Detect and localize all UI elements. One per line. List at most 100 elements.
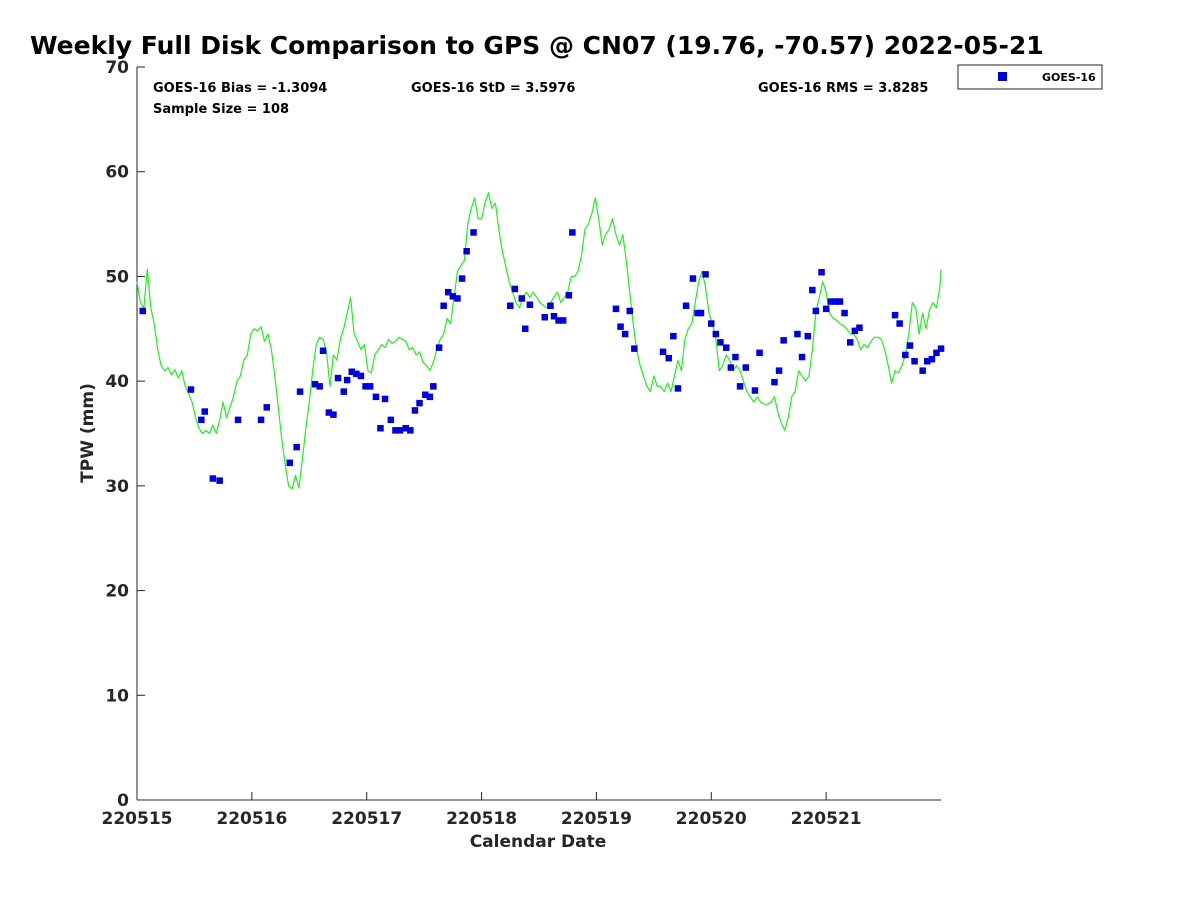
goes16-point bbox=[924, 358, 931, 365]
x-tick-label: 220515 bbox=[102, 809, 173, 829]
goes16-point bbox=[555, 317, 562, 324]
goes16-point bbox=[411, 407, 419, 414]
goes16-point bbox=[689, 275, 697, 282]
y-axis-label: TPW (mm) bbox=[78, 383, 98, 483]
y-tick-label: 60 bbox=[105, 163, 129, 183]
goes16-point bbox=[311, 381, 319, 388]
goes16-point bbox=[732, 353, 739, 361]
goes16-point bbox=[353, 370, 360, 378]
x-tick-label: 220521 bbox=[791, 809, 862, 829]
goes16-point bbox=[742, 364, 749, 371]
goes16-point bbox=[263, 404, 270, 411]
stat-rms: GOES-16 RMS = 3.8285 bbox=[758, 81, 928, 96]
goes16-point bbox=[445, 288, 452, 296]
goes16-point bbox=[717, 339, 724, 346]
goes16-point bbox=[621, 330, 629, 338]
goes16-point bbox=[422, 391, 429, 398]
goes16-point bbox=[362, 383, 369, 390]
goes16-point bbox=[139, 307, 146, 315]
gps-line bbox=[136, 192, 942, 490]
goes16-series bbox=[139, 229, 945, 484]
goes16-point bbox=[470, 229, 477, 236]
goes16-point bbox=[209, 475, 217, 482]
goes16-point bbox=[659, 348, 667, 356]
goes16-point bbox=[416, 399, 423, 407]
goes16-point bbox=[426, 393, 434, 401]
goes16-point bbox=[435, 344, 443, 351]
goes16-point bbox=[775, 367, 783, 374]
goes16-point bbox=[697, 309, 705, 317]
goes16-point bbox=[712, 330, 720, 338]
goes16-point bbox=[357, 372, 365, 380]
goes16-point bbox=[902, 351, 909, 359]
goes16-point bbox=[804, 332, 811, 340]
goes16-point bbox=[430, 383, 437, 390]
goes16-point bbox=[891, 311, 899, 319]
goes16-point bbox=[216, 477, 223, 484]
goes16-point bbox=[550, 313, 558, 320]
goes16-point bbox=[402, 425, 409, 432]
goes16-point bbox=[319, 347, 327, 354]
goes16-point bbox=[198, 416, 205, 424]
goes16-point bbox=[670, 332, 677, 340]
goes16-point bbox=[366, 383, 374, 390]
goes16-point bbox=[674, 385, 682, 392]
goes16-point bbox=[836, 298, 844, 305]
goes16-point bbox=[518, 295, 525, 302]
goes16-point bbox=[856, 324, 863, 331]
goes16-point bbox=[896, 320, 903, 327]
goes16-point bbox=[832, 298, 839, 305]
goes16-point bbox=[449, 293, 457, 300]
goes16-point bbox=[937, 345, 945, 352]
goes16-point bbox=[511, 285, 519, 293]
goes16-point bbox=[919, 367, 926, 374]
goes16-point bbox=[334, 374, 342, 382]
goes16-point bbox=[407, 427, 414, 434]
goes16-point bbox=[906, 342, 914, 349]
y-tick-label: 0 bbox=[117, 791, 129, 811]
goes16-point bbox=[665, 354, 672, 362]
goes16-point bbox=[463, 248, 470, 255]
goes16-point bbox=[293, 443, 300, 451]
goes16-point bbox=[694, 309, 701, 317]
goes16-point bbox=[812, 307, 820, 315]
stat-bias: GOES-16 Bias = -1.3094 bbox=[153, 81, 327, 96]
goes16-point bbox=[794, 330, 801, 338]
goes16-point bbox=[234, 416, 242, 424]
stat-std: GOES-16 StD = 3.5976 bbox=[411, 81, 575, 96]
goes16-point bbox=[381, 395, 389, 403]
goes16-point bbox=[296, 388, 304, 395]
goes16-point bbox=[771, 378, 778, 386]
y-tick-label: 40 bbox=[105, 372, 129, 392]
y-tick-label: 20 bbox=[105, 582, 129, 602]
goes16-point bbox=[458, 275, 466, 282]
goes16-point bbox=[822, 305, 830, 313]
legend-marker bbox=[998, 72, 1007, 81]
goes16-point bbox=[330, 411, 337, 418]
y-tick-label: 50 bbox=[105, 267, 129, 287]
goes16-point bbox=[547, 302, 554, 309]
goes16-point bbox=[827, 298, 834, 305]
goes16-point bbox=[723, 344, 730, 351]
goes16-point bbox=[911, 358, 918, 365]
y-ticks: 0 10 20 30 40 50 60 70 bbox=[105, 58, 145, 811]
goes16-point bbox=[626, 307, 633, 315]
goes16-point bbox=[559, 317, 567, 324]
legend-box bbox=[957, 64, 1103, 90]
goes16-point bbox=[541, 314, 548, 321]
y-tick-label: 30 bbox=[105, 477, 129, 497]
goes16-point bbox=[377, 425, 384, 432]
goes16-point bbox=[257, 416, 265, 424]
x-axis-label: Calendar Date bbox=[470, 832, 607, 852]
goes16-point bbox=[340, 388, 347, 395]
goes16-point bbox=[818, 269, 825, 276]
legend: GOES-16 bbox=[957, 64, 1103, 90]
goes16-point bbox=[847, 339, 854, 346]
legend-label: GOES-16 bbox=[1042, 71, 1096, 84]
goes16-point bbox=[928, 355, 936, 363]
x-tick-label: 220519 bbox=[561, 809, 632, 829]
x-tick-label: 220517 bbox=[331, 809, 402, 829]
goes16-point bbox=[756, 349, 763, 357]
goes16-point bbox=[780, 337, 787, 344]
